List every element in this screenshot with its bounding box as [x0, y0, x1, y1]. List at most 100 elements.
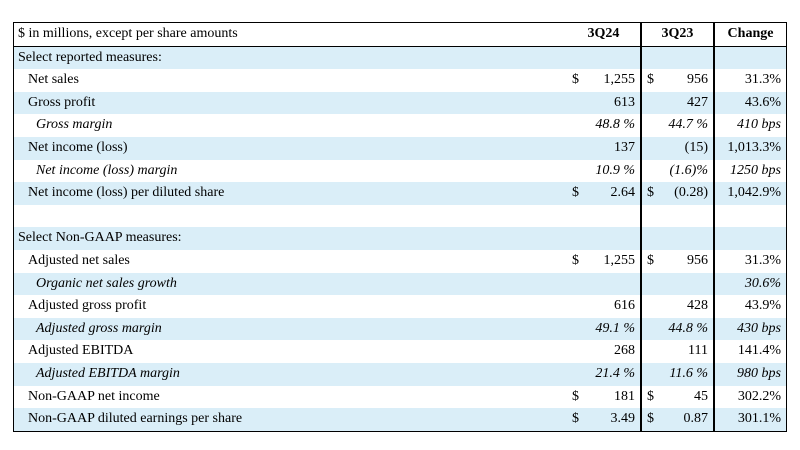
value-cell: 268: [567, 340, 640, 363]
amount: 1,255: [603, 72, 636, 88]
amount: 45: [694, 388, 708, 404]
amount: (0.28): [674, 185, 708, 201]
value-cell: 428: [640, 295, 713, 318]
value-cell: $956: [640, 69, 713, 92]
data-row: Organic net sales growth 30.6%: [14, 272, 786, 296]
gap: [654, 69, 687, 92]
currency-sign: $: [572, 388, 579, 404]
value-cell: 980 bps: [713, 362, 786, 386]
amount: 43.9%: [744, 298, 781, 314]
value-cell: (15): [640, 136, 713, 160]
amount: 137: [614, 139, 635, 155]
empty-cell: [567, 47, 640, 70]
empty-cell: [14, 205, 567, 228]
column-header: 3Q24: [587, 26, 620, 41]
value-cell: 302.2%: [713, 385, 786, 409]
row-label: Net income (loss) margin: [36, 162, 178, 178]
amount: 44.7 %: [668, 117, 708, 133]
value-cell: 43.6%: [713, 91, 786, 115]
currency-sign: $: [647, 388, 654, 404]
value-cell: 31.3%: [713, 69, 786, 92]
empty-cell: [567, 205, 640, 228]
value-cell: 141.4%: [713, 340, 786, 363]
section-title: Select Non-GAAP measures:: [18, 230, 182, 246]
empty-cell: [713, 204, 786, 228]
value-cell: 137: [567, 137, 640, 160]
row-label: Net income (loss) per diluted share: [28, 185, 225, 201]
row-label: Adjusted EBITDA: [28, 343, 134, 359]
row-label: Non-GAAP net income: [28, 388, 160, 404]
column-header: 3Q23: [640, 23, 713, 46]
value-cell: 616: [567, 295, 640, 318]
amount: 1,013.3%: [727, 139, 781, 155]
currency-sign: $: [572, 252, 579, 268]
value-cell: $ (0.28): [640, 182, 713, 205]
amount: (15): [684, 139, 708, 155]
value-cell: 1,013.3%: [713, 136, 786, 160]
header-row: $ in millions, except per share amounts 3…: [14, 23, 786, 47]
value-cell: 43.9%: [713, 295, 786, 318]
value-cell: $1,255: [567, 250, 640, 273]
value-cell: (1.6)%: [640, 159, 713, 183]
value-cell: $3.49: [567, 408, 640, 431]
currency-sign: $: [647, 252, 654, 268]
amount: 268: [614, 343, 635, 359]
amount: 616: [614, 298, 635, 314]
row-label: Net sales: [28, 72, 79, 88]
empty-cell: [640, 227, 713, 250]
gap: [654, 182, 674, 205]
section-title: Select reported measures:: [18, 49, 162, 65]
amount: 111: [688, 343, 708, 359]
value-cell: 613: [567, 92, 640, 115]
currency-sign: $: [572, 411, 579, 427]
amount: 1250 bps: [730, 162, 781, 178]
value-cell: [640, 272, 713, 296]
currency-sign: $: [572, 185, 579, 201]
value-cell: 44.8 %: [640, 317, 713, 341]
data-row: Non-GAAP net income $181 $45 302.2%: [14, 385, 786, 409]
amount: 30.6%: [744, 275, 781, 291]
value-cell: $45: [640, 385, 713, 409]
amount: 1,255: [603, 252, 636, 268]
row-label: Non-GAAP diluted earnings per share: [28, 411, 243, 427]
amount: 0.87: [683, 411, 709, 427]
amount: 1,042.9%: [727, 185, 781, 201]
value-cell: 30.6%: [713, 272, 786, 296]
value-cell: $956: [640, 249, 713, 273]
amount: 43.6%: [744, 94, 781, 110]
value-cell: 1250 bps: [713, 159, 786, 183]
data-row: Net income (loss) margin 10.9 % (1.6)% 1250…: [14, 159, 786, 183]
empty-cell: [640, 204, 713, 228]
gap: [579, 250, 604, 273]
row-label: Adjusted gross profit: [28, 298, 147, 314]
amount: 956: [687, 252, 708, 268]
currency-sign: $: [647, 411, 654, 427]
value-cell: 49.1 %: [567, 318, 640, 341]
data-row: Adjusted gross margin 49.1 % 44.8 % 430 bps: [14, 317, 786, 341]
empty-cell: [713, 46, 786, 70]
data-row: Non-GAAP diluted earnings per share $3.49…: [14, 408, 786, 431]
currency-sign: $: [572, 72, 579, 88]
financial-table: $ in millions, except per share amounts 3…: [13, 22, 787, 432]
section-row: Select reported measures:: [14, 46, 786, 70]
gap: [654, 386, 694, 409]
value-cell: 21.4 %: [567, 363, 640, 386]
data-row: Net income (loss) 137 (15) 1,013.3%: [14, 136, 786, 160]
empty-cell: [713, 227, 786, 250]
value-cell: $0.87: [640, 408, 713, 431]
row-label: Adjusted EBITDA margin: [36, 365, 180, 381]
amount: 427: [687, 94, 708, 110]
amount: 980 bps: [737, 365, 781, 381]
amount: 10.9 %: [595, 162, 635, 178]
row-label: Net income (loss): [28, 139, 128, 155]
column-header: $ in millions, except per share amounts: [18, 26, 238, 41]
gap: [654, 408, 684, 431]
amount: 301.1%: [737, 411, 781, 427]
value-cell: 44.7 %: [640, 114, 713, 137]
amount: (1.6)%: [669, 162, 709, 178]
value-cell: 111: [640, 340, 713, 363]
value-cell: 410 bps: [713, 114, 786, 137]
row-label: Organic net sales growth: [36, 275, 177, 291]
amount: 49.1 %: [595, 320, 635, 336]
